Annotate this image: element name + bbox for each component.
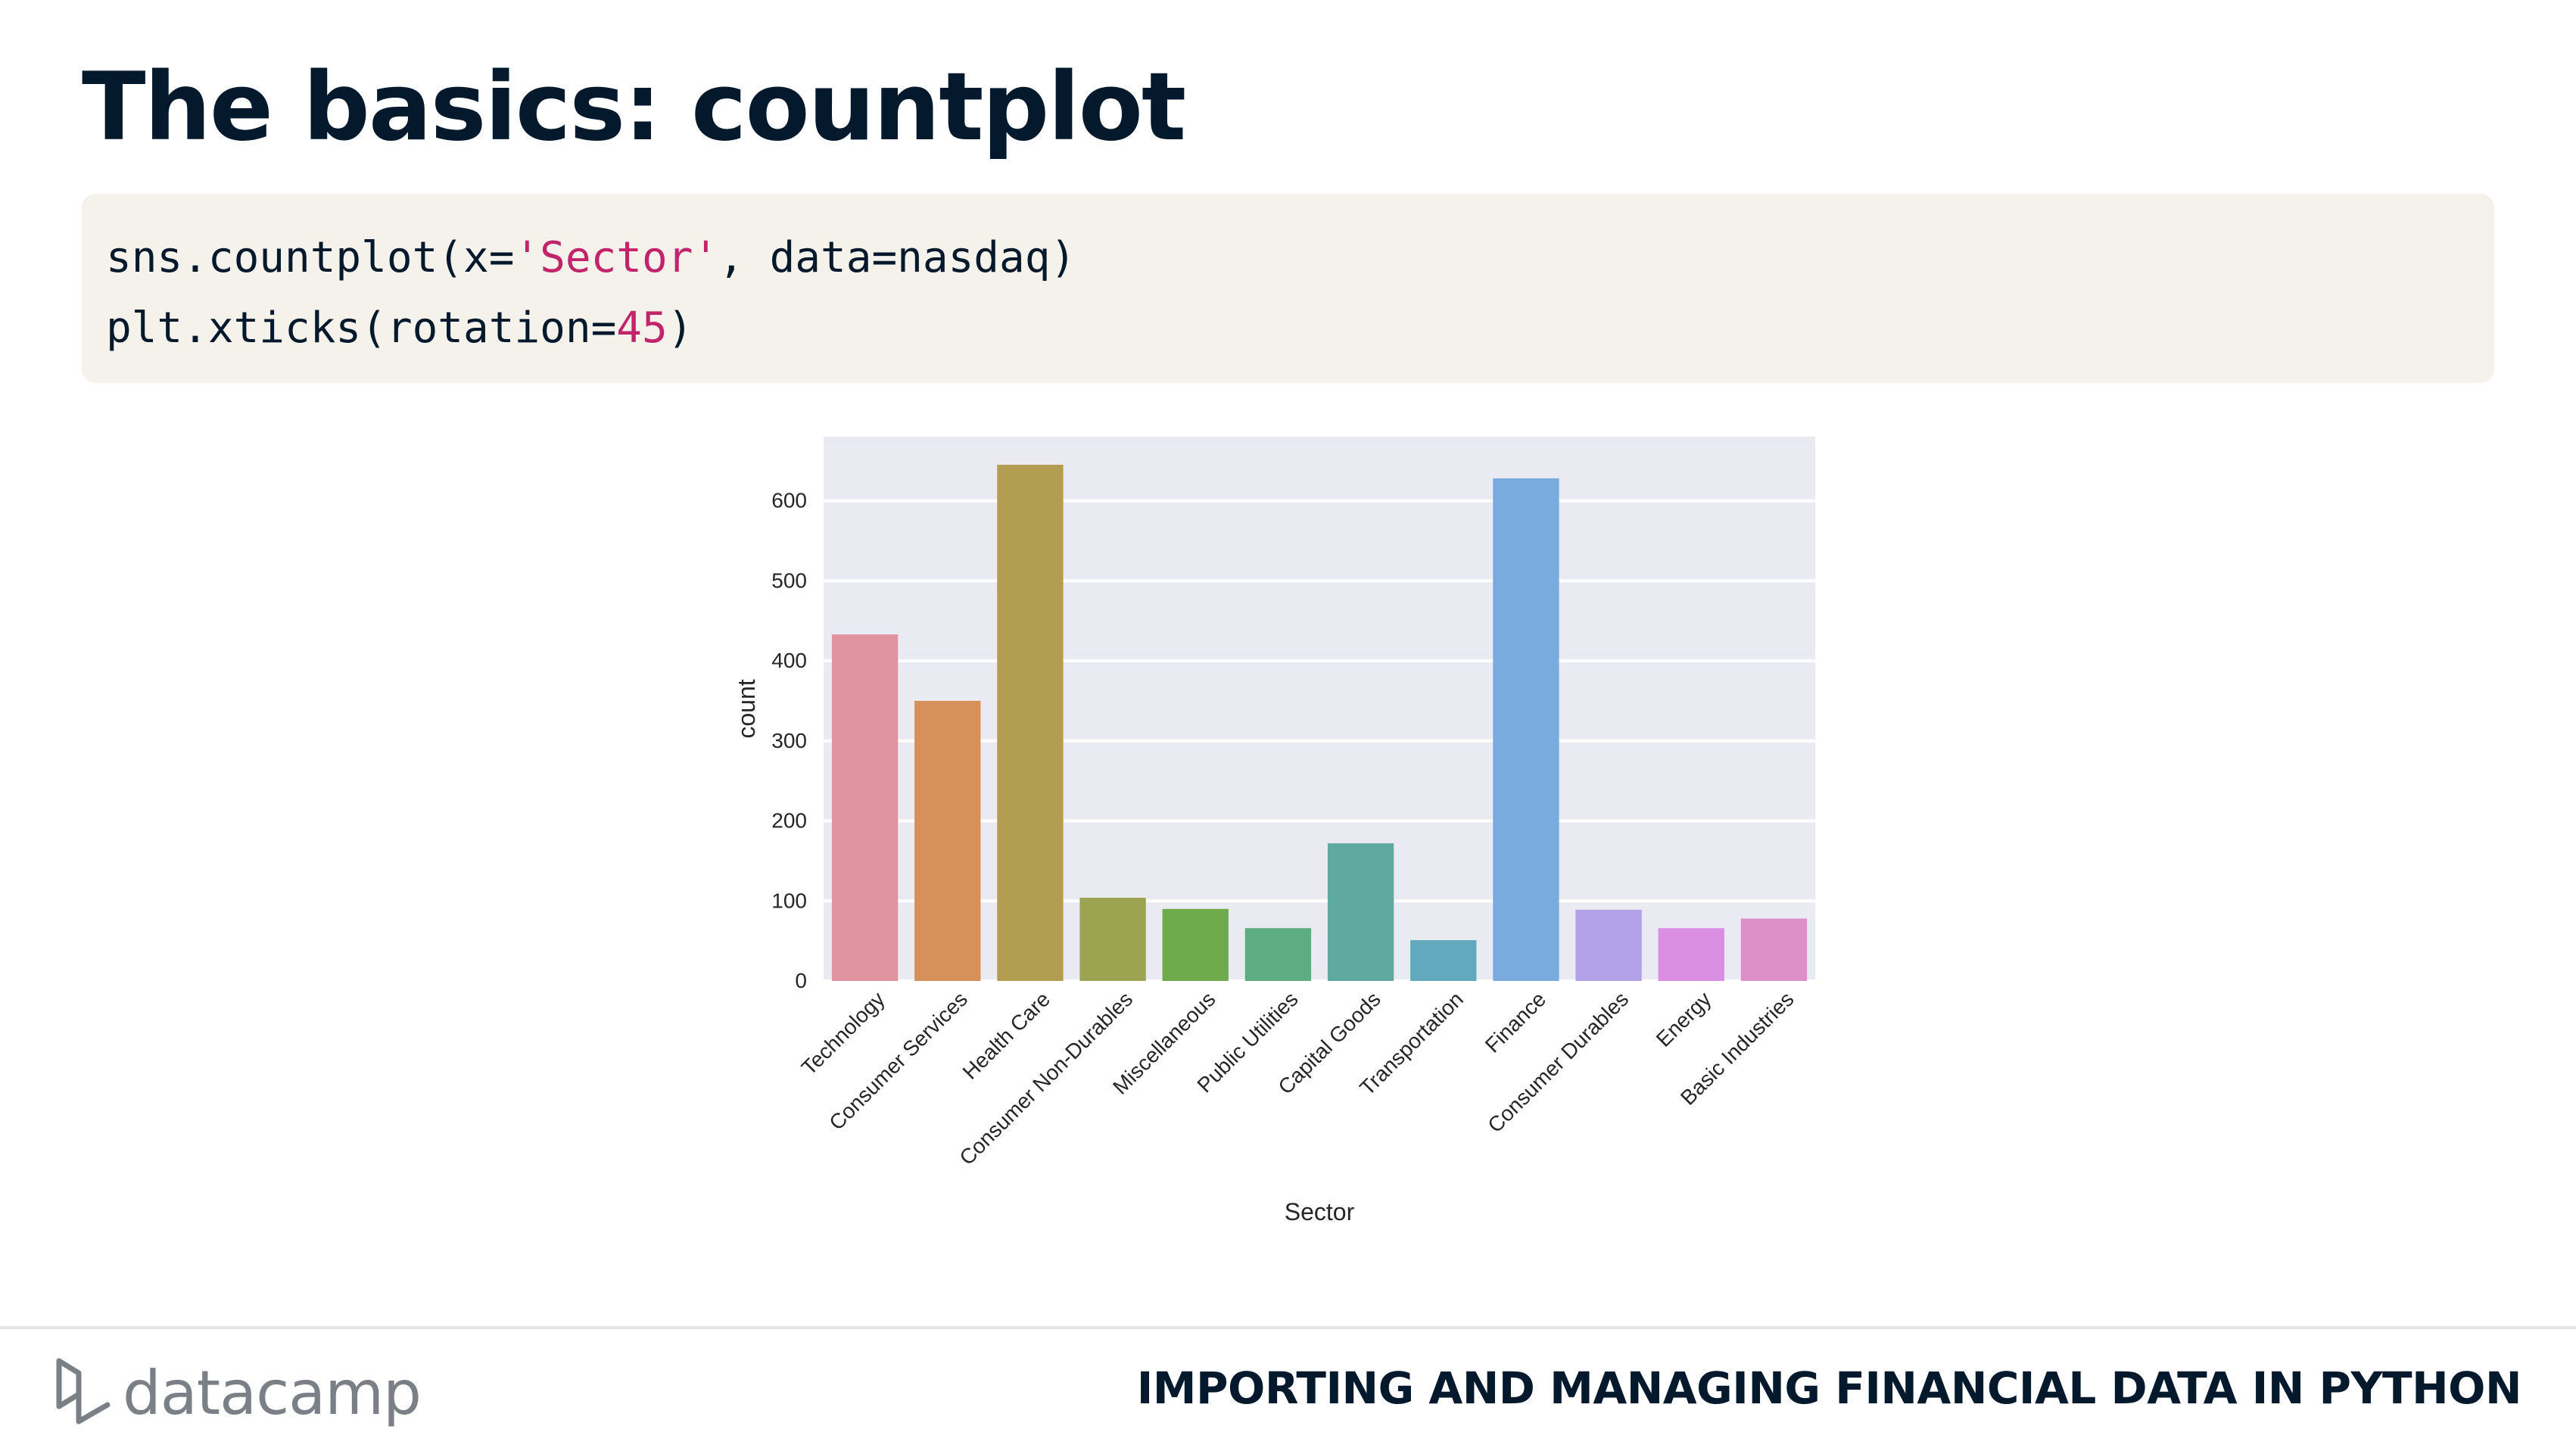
x-tick-label: Consumer Services (824, 987, 972, 1135)
bar-consumer-services (914, 700, 981, 981)
course-title: IMPORTING AND MANAGING FINANCIAL DATA IN… (1136, 1362, 2522, 1414)
code-number: 45 (616, 304, 668, 353)
y-tick-label: 600 (771, 489, 807, 512)
x-tick-label: Finance (1481, 987, 1550, 1057)
x-tick-label: Consumer Durables (1483, 987, 1633, 1137)
x-tick-label: Consumer Non-Durables (955, 987, 1137, 1169)
bar-public-utilities (1244, 928, 1312, 981)
code-line-1: sns.countplot(x='Sector', data=nasdaq) (106, 223, 2494, 293)
code-text: plt.xticks(rotation= (106, 304, 617, 353)
x-axis-label: Sector (1285, 1198, 1355, 1225)
code-text: ) (667, 304, 693, 353)
y-tick-label: 500 (771, 568, 807, 592)
y-tick-label: 400 (771, 649, 807, 672)
datacamp-logo-icon (56, 1358, 111, 1425)
y-tick-label: 0 (795, 969, 807, 992)
x-tick-label: Technology (797, 987, 889, 1079)
y-axis-label: count (733, 679, 760, 738)
x-tick-label: Energy (1652, 987, 1716, 1051)
bar-consumer-durables (1575, 909, 1642, 981)
bar-basic-industries (1740, 918, 1808, 981)
code-string: 'Sector' (514, 233, 719, 282)
code-block: sns.countplot(x='Sector', data=nasdaq) p… (82, 194, 2494, 383)
bar-miscellaneous (1162, 908, 1229, 981)
bar-transportation (1410, 940, 1477, 981)
y-tick-label: 300 (771, 729, 807, 752)
y-tick-label: 200 (771, 809, 807, 833)
slide-title: The basics: countplot (82, 53, 1186, 162)
plot-background (824, 437, 1815, 981)
bar-energy (1658, 928, 1724, 981)
datacamp-logo: datacamp (53, 1351, 422, 1434)
y-tick-label: 100 (771, 889, 807, 912)
bar-technology (831, 634, 899, 981)
code-text: , data=nasdaq) (718, 233, 1076, 282)
footer-divider (0, 1326, 2576, 1329)
code-line-2: plt.xticks(rotation=45) (106, 293, 2494, 363)
bar-capital-goods (1327, 843, 1394, 981)
bar-finance (1493, 478, 1559, 981)
bar-health-care (997, 465, 1064, 981)
code-text: sns.countplot(x= (106, 233, 515, 282)
bar-consumer-non-durables (1079, 898, 1146, 981)
logo-text: datacamp (123, 1357, 422, 1428)
